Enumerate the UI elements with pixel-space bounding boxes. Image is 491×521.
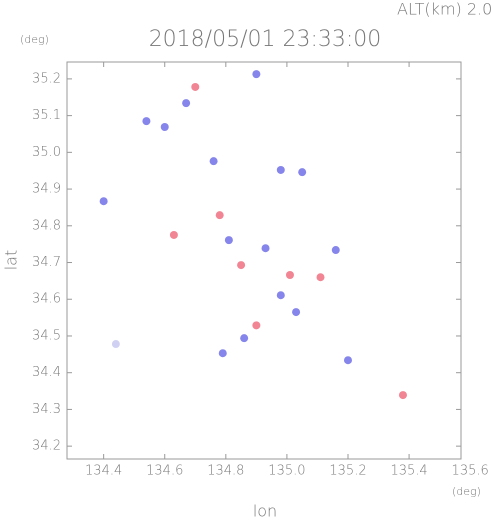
echo-point [331, 246, 340, 255]
y-tick-label: 34.5 [32, 328, 61, 343]
echo-point [182, 99, 191, 108]
x-unit: (deg) [452, 485, 481, 498]
y-tick-label: 34.3 [32, 402, 61, 417]
echo-point [99, 197, 108, 206]
echo-point [169, 230, 178, 239]
echo-point [218, 349, 227, 358]
y-tick-label: 35.1 [32, 108, 61, 123]
echo-point [292, 308, 301, 317]
echo-point [343, 356, 352, 365]
plot-frame [66, 61, 462, 460]
echo-point [252, 70, 261, 79]
echo-point [237, 261, 246, 270]
echo-point [191, 82, 200, 91]
y-tick-label: 34.6 [32, 292, 61, 307]
x-tick-label: 135.0 [268, 464, 305, 479]
echo-point [252, 321, 261, 330]
x-tick-label: 135.2 [329, 464, 366, 479]
echo-point [224, 236, 233, 245]
echo-point [215, 211, 224, 220]
echo-point [160, 123, 169, 132]
echo-point [261, 244, 270, 253]
y-tick-label: 34.4 [32, 365, 61, 380]
x-tick-label: 134.8 [207, 464, 244, 479]
echo-point [276, 291, 285, 300]
echo-point [240, 334, 249, 343]
x-tick-label: 135.4 [390, 464, 427, 479]
x-axis-label: lon [253, 502, 277, 521]
x-tick-label: 135.6 [452, 464, 489, 479]
y-tick-label: 34.2 [32, 439, 61, 454]
y-axis-label: lat [2, 250, 21, 271]
y-tick-label: 35.0 [32, 145, 61, 160]
echo-point [111, 340, 120, 349]
y-unit: (deg) [20, 33, 49, 46]
subtitle: ALT(km) 2.0 [397, 0, 491, 19]
echo-point [276, 165, 285, 174]
echo-point [209, 157, 218, 166]
y-tick-label: 34.8 [32, 218, 61, 233]
echo-point [298, 168, 307, 177]
y-tick-label: 34.9 [32, 182, 61, 197]
echo-point [142, 117, 151, 126]
y-tick-label: 35.2 [32, 71, 61, 86]
chart-title: 2018/05/01 23:33:00 [149, 27, 382, 52]
x-tick-label: 134.6 [146, 464, 183, 479]
x-tick-label: 134.4 [85, 464, 122, 479]
y-tick-label: 34.7 [32, 255, 61, 270]
echo-point [285, 271, 294, 280]
echo-point [398, 391, 407, 400]
echo-point [316, 273, 325, 282]
